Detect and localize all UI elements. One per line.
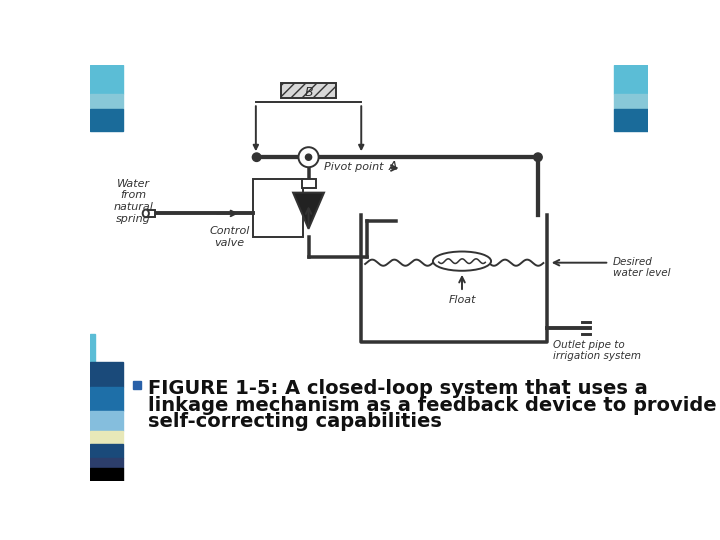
Bar xyxy=(302,179,315,188)
Bar xyxy=(90,110,122,131)
Bar xyxy=(148,210,155,217)
Bar xyxy=(90,94,122,110)
Ellipse shape xyxy=(143,210,149,217)
Text: linkage mechanism as a feedback device to provide: linkage mechanism as a feedback device t… xyxy=(148,396,716,415)
Bar xyxy=(90,468,122,481)
Bar xyxy=(614,94,648,110)
Bar xyxy=(90,362,122,387)
Bar xyxy=(132,381,141,389)
Text: Desired
water level: Desired water level xyxy=(613,256,670,278)
Bar xyxy=(90,387,96,392)
Bar xyxy=(90,458,122,468)
Bar xyxy=(253,179,303,237)
Text: self-correcting capabilities: self-correcting capabilities xyxy=(148,413,442,431)
Text: Outlet pipe to
irrigation system: Outlet pipe to irrigation system xyxy=(554,340,642,361)
Circle shape xyxy=(305,154,312,160)
Circle shape xyxy=(534,153,542,161)
Circle shape xyxy=(253,153,261,161)
Bar xyxy=(90,334,96,377)
Bar xyxy=(90,411,122,430)
Bar xyxy=(281,83,336,98)
Bar xyxy=(90,430,122,444)
Text: Pivot point: Pivot point xyxy=(324,161,384,172)
Bar xyxy=(90,65,122,94)
Text: FIGURE 1-5: A closed-loop system that uses a: FIGURE 1-5: A closed-loop system that us… xyxy=(148,379,648,398)
Bar xyxy=(614,65,648,94)
Circle shape xyxy=(304,152,314,162)
Bar xyxy=(126,69,612,354)
Text: Float: Float xyxy=(449,295,476,305)
Circle shape xyxy=(299,147,319,167)
Polygon shape xyxy=(293,193,324,229)
Text: A: A xyxy=(388,159,397,172)
Text: B: B xyxy=(305,86,313,99)
Bar xyxy=(90,377,96,381)
Bar xyxy=(90,381,96,387)
Bar xyxy=(90,444,122,458)
Bar xyxy=(90,387,122,411)
Ellipse shape xyxy=(433,252,491,271)
Bar xyxy=(614,110,648,131)
Text: Control
valve: Control valve xyxy=(210,226,250,248)
Text: Water
from
natural
spring: Water from natural spring xyxy=(114,179,153,224)
